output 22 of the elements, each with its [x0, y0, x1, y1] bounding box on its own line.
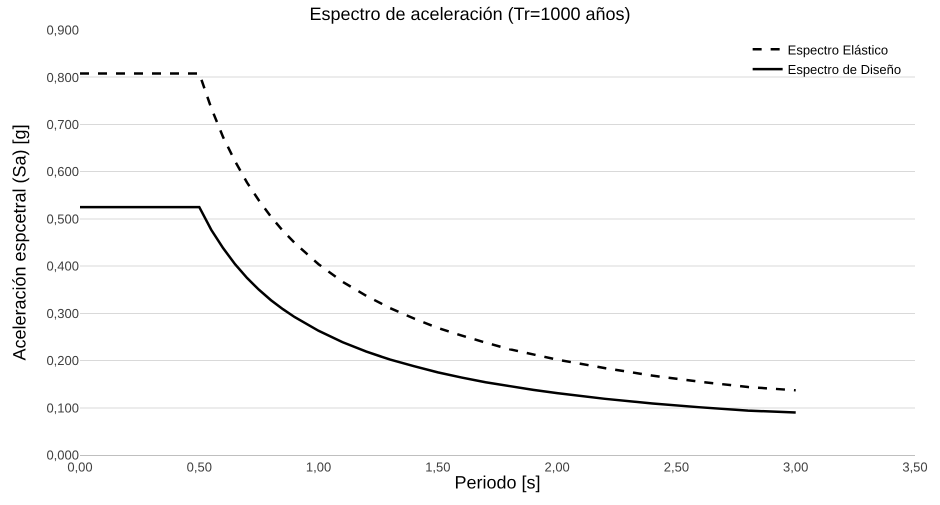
x-axis-title: Periodo [s]	[454, 472, 541, 493]
y-tick-label: 0,200	[46, 353, 79, 368]
y-tick-label: 0,600	[46, 164, 79, 180]
y-tick-label: 0,400	[46, 258, 79, 274]
y-tick-label: 0,700	[46, 116, 79, 132]
y-tick-label: 0,500	[46, 211, 79, 226]
x-tick-label: 3,50	[902, 460, 928, 475]
y-tick-label: 0,900	[46, 22, 79, 38]
legend-label: Espectro Elástico	[788, 42, 888, 58]
x-tick-label: 0,50	[186, 460, 212, 475]
chart-title: Espectro de aceleración (Tr=1000 años)	[309, 4, 631, 24]
legend-label: Espectro de Diseño	[788, 62, 902, 78]
x-tick-label: 3,00	[783, 460, 808, 475]
line-series	[80, 206, 797, 414]
x-tick-label: 1,50	[425, 460, 451, 475]
x-tick-label: 1,00	[306, 460, 332, 475]
x-tick-label: 2,00	[544, 460, 570, 475]
y-tick-label: 0,300	[46, 306, 79, 321]
y-tick-label: 0,800	[46, 70, 79, 85]
y-axis-title: Aceleración espcetral (Sa) [g]	[10, 124, 30, 361]
x-tick-label: 2,50	[664, 460, 690, 475]
y-tick-label: 0,100	[46, 400, 79, 416]
